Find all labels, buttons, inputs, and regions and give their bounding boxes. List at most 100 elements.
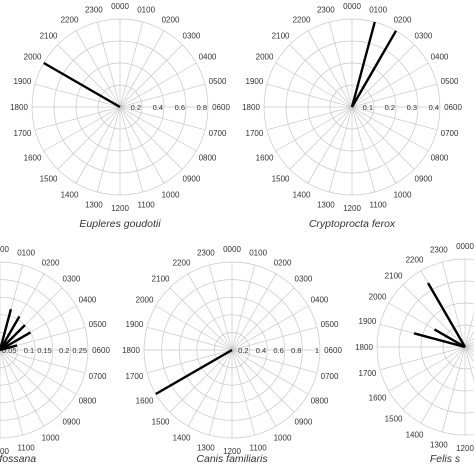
grid-spoke <box>75 106 121 184</box>
hour-label: 1900 <box>246 77 264 86</box>
hour-label: 1900 <box>126 320 144 329</box>
grid-spoke <box>208 264 233 351</box>
hour-label: 0500 <box>321 320 339 329</box>
hour-label: 0100 <box>17 248 35 257</box>
hour-label: 1500 <box>272 174 290 183</box>
grid-spoke <box>275 106 353 152</box>
grid-spoke <box>464 330 474 348</box>
hour-label: 1800 <box>355 343 373 352</box>
hour-label: 1500 <box>152 417 170 426</box>
hour-label: 0100 <box>137 5 155 14</box>
ring-label: 0.05 <box>2 346 17 355</box>
hour-label: 1600 <box>24 154 42 163</box>
hour-label: 0000 <box>0 245 9 254</box>
hour-label: 0900 <box>295 417 313 426</box>
grid-spoke <box>402 284 466 348</box>
grid-spoke <box>231 349 318 374</box>
hour-label: 1200 <box>343 204 361 213</box>
hour-label: 1400 <box>406 430 424 439</box>
hour-label: 1400 <box>293 190 311 199</box>
hour-label: 0100 <box>369 5 387 14</box>
grid-spoke <box>441 261 466 348</box>
grid-spoke <box>119 62 197 108</box>
grid-spoke <box>464 344 474 348</box>
grid-spoke <box>351 106 438 131</box>
hour-label: 0800 <box>431 154 449 163</box>
grid-spoke <box>289 106 353 170</box>
grid-spoke <box>231 273 277 351</box>
ring-label: 0.8 <box>197 103 207 112</box>
hour-label: 1900 <box>14 77 32 86</box>
hour-label: 0200 <box>162 16 180 25</box>
grid-spoke <box>0 349 24 436</box>
hour-label: 2300 <box>317 5 335 14</box>
grid-spoke <box>0 349 77 395</box>
panel-felis: 0000010002000300040005000600070008000900… <box>355 242 474 465</box>
grid-spoke <box>464 346 474 350</box>
grid-spoke <box>289 44 353 108</box>
grid-spoke <box>388 346 466 392</box>
hour-label: 1300 <box>430 441 448 450</box>
grid-spoke <box>96 21 121 108</box>
hour-label: 0000 <box>456 242 474 251</box>
grid-spoke <box>119 106 206 131</box>
hour-label: 0800 <box>79 397 97 406</box>
hour-label: 1300 <box>85 201 103 210</box>
grid-spoke <box>119 44 183 108</box>
hour-label: 2100 <box>385 272 403 281</box>
grid-spoke <box>119 106 197 152</box>
hour-label: 0100 <box>249 248 267 257</box>
grid-spoke <box>119 21 144 108</box>
hour-label: 2000 <box>136 296 154 305</box>
hour-label: 0600 <box>92 346 110 355</box>
grid-spoke <box>43 106 121 152</box>
hour-label: 1100 <box>18 444 36 453</box>
hour-label: 0000 <box>343 2 361 11</box>
hour-label: 0800 <box>311 397 329 406</box>
grid-spoke <box>34 83 121 108</box>
species-label-eupleres-goudotii: Eupleres goudotii <box>79 218 161 230</box>
hour-label: 1900 <box>359 317 377 326</box>
grid-spoke <box>351 106 429 152</box>
grid-spoke <box>231 305 309 351</box>
hour-label: 0600 <box>212 103 230 112</box>
grid-spoke <box>96 106 121 193</box>
grid-spoke <box>307 106 353 184</box>
ring-label: 0.4 <box>429 103 439 112</box>
species-label-fossa-fossana: Fossa fossana <box>0 453 36 465</box>
grid-spoke <box>231 349 309 395</box>
species-label-cryptoprocta-ferox: Cryptoprocta ferox <box>309 218 396 230</box>
ring-label: 0.25 <box>72 346 87 355</box>
ring-label: 1 <box>315 346 319 355</box>
hour-label: 1300 <box>197 444 215 453</box>
hour-label: 2100 <box>272 32 290 41</box>
hour-label: 1200 <box>111 204 129 213</box>
hour-label: 1700 <box>126 372 144 381</box>
grid-spoke <box>0 349 86 374</box>
hour-label: 2200 <box>173 259 191 268</box>
species-label-canis-familiaris: Canis familiaris <box>196 453 268 465</box>
grid-spoke <box>464 337 474 348</box>
grid-spoke <box>464 312 474 348</box>
hour-label: 1200 <box>0 447 9 456</box>
hour-label: 2000 <box>369 293 387 302</box>
grid-spoke <box>119 106 165 184</box>
hour-label: 0400 <box>79 296 97 305</box>
hour-label: 2100 <box>40 32 58 41</box>
grid-spoke <box>119 106 183 170</box>
ring-label: 0.2 <box>238 346 248 355</box>
hour-label: 0700 <box>89 372 107 381</box>
hour-label: 0700 <box>441 129 459 138</box>
grid-spoke <box>420 346 466 424</box>
grid-spoke <box>351 106 376 193</box>
grid-spoke <box>464 346 474 357</box>
grid-spoke <box>464 346 474 382</box>
data-line <box>155 348 233 396</box>
grid-spoke <box>328 106 353 193</box>
species-label-felis-s: Felis s <box>430 453 461 465</box>
hour-label: 0400 <box>311 296 329 305</box>
hour-label: 1800 <box>10 103 28 112</box>
